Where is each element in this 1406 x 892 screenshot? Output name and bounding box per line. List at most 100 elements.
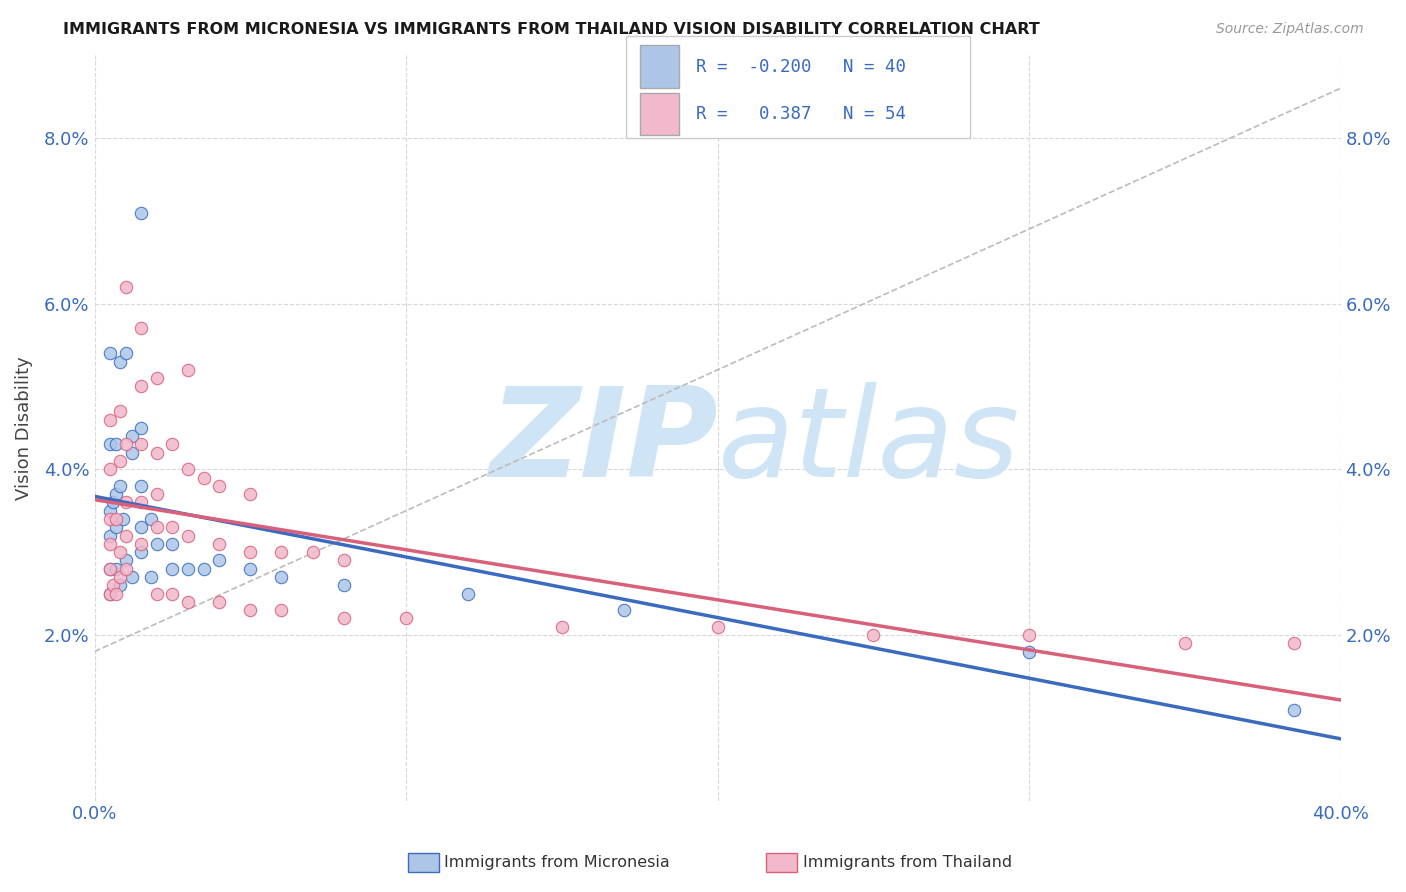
Point xyxy=(114,528,136,542)
Point xyxy=(131,437,153,451)
Point xyxy=(105,437,128,451)
Point xyxy=(111,512,134,526)
Point xyxy=(395,611,418,625)
Point xyxy=(862,628,884,642)
Point xyxy=(98,562,121,576)
Point xyxy=(98,562,121,576)
Point xyxy=(239,562,262,576)
Point xyxy=(131,537,153,551)
Text: atlas: atlas xyxy=(717,383,1019,503)
Point xyxy=(239,603,262,617)
Point xyxy=(98,504,121,518)
Point xyxy=(131,321,153,335)
Point xyxy=(1018,628,1040,642)
Point xyxy=(103,495,125,509)
Point xyxy=(98,586,121,600)
Point xyxy=(208,479,231,493)
Point xyxy=(1282,702,1305,716)
Point xyxy=(105,562,128,576)
Point xyxy=(114,280,136,294)
Point xyxy=(177,528,200,542)
Point xyxy=(177,363,200,377)
Text: ZIP: ZIP xyxy=(489,383,717,503)
Point xyxy=(108,404,131,418)
Point xyxy=(1174,636,1197,650)
Point xyxy=(131,520,153,534)
Point xyxy=(98,437,121,451)
Point xyxy=(98,537,121,551)
Point xyxy=(270,603,292,617)
Point xyxy=(208,537,231,551)
Text: Immigrants from Micronesia: Immigrants from Micronesia xyxy=(444,855,671,870)
Point xyxy=(162,437,184,451)
Point xyxy=(108,479,131,493)
Point xyxy=(333,553,356,567)
Point xyxy=(121,570,143,584)
Point xyxy=(114,553,136,567)
Point xyxy=(108,545,131,559)
Point xyxy=(105,586,128,600)
Point xyxy=(98,412,121,426)
Point xyxy=(457,586,479,600)
Point xyxy=(131,421,153,435)
Point xyxy=(98,346,121,360)
Point xyxy=(301,545,323,559)
Point xyxy=(177,595,200,609)
Point xyxy=(551,620,574,634)
Point xyxy=(146,487,169,501)
Point xyxy=(177,462,200,476)
Point xyxy=(162,562,184,576)
Point xyxy=(1018,644,1040,658)
Point xyxy=(193,470,215,484)
Point xyxy=(1282,636,1305,650)
Text: Source: ZipAtlas.com: Source: ZipAtlas.com xyxy=(1216,22,1364,37)
Point xyxy=(121,446,143,460)
Text: IMMIGRANTS FROM MICRONESIA VS IMMIGRANTS FROM THAILAND VISION DISABILITY CORRELA: IMMIGRANTS FROM MICRONESIA VS IMMIGRANTS… xyxy=(63,22,1040,37)
Point xyxy=(131,479,153,493)
Point xyxy=(162,520,184,534)
Point xyxy=(131,205,153,219)
Point xyxy=(114,495,136,509)
Point xyxy=(98,512,121,526)
Point xyxy=(193,562,215,576)
Point xyxy=(208,553,231,567)
Point xyxy=(162,537,184,551)
Point xyxy=(108,454,131,468)
Point xyxy=(239,545,262,559)
Y-axis label: Vision Disability: Vision Disability xyxy=(15,356,32,500)
Point xyxy=(98,462,121,476)
Point xyxy=(270,570,292,584)
Point xyxy=(121,429,143,443)
Point xyxy=(146,446,169,460)
Point xyxy=(108,578,131,592)
Point xyxy=(270,545,292,559)
Point xyxy=(146,537,169,551)
Point xyxy=(333,611,356,625)
Point xyxy=(239,487,262,501)
Point xyxy=(146,371,169,385)
Text: R =   0.387   N = 54: R = 0.387 N = 54 xyxy=(696,105,905,123)
Text: Immigrants from Thailand: Immigrants from Thailand xyxy=(803,855,1012,870)
Text: R =  -0.200   N = 40: R = -0.200 N = 40 xyxy=(696,58,905,76)
Point xyxy=(146,586,169,600)
Point xyxy=(208,595,231,609)
Point xyxy=(131,545,153,559)
Point xyxy=(105,520,128,534)
Point xyxy=(108,570,131,584)
Point xyxy=(114,562,136,576)
Point xyxy=(114,346,136,360)
Point xyxy=(103,578,125,592)
Point xyxy=(333,578,356,592)
Point xyxy=(177,562,200,576)
Point xyxy=(108,354,131,368)
Point xyxy=(613,603,636,617)
Point xyxy=(105,487,128,501)
Point xyxy=(114,437,136,451)
Point xyxy=(105,512,128,526)
Point xyxy=(139,570,162,584)
Point xyxy=(98,586,121,600)
Point xyxy=(146,520,169,534)
Point xyxy=(139,512,162,526)
Point xyxy=(706,620,728,634)
Point xyxy=(131,379,153,393)
